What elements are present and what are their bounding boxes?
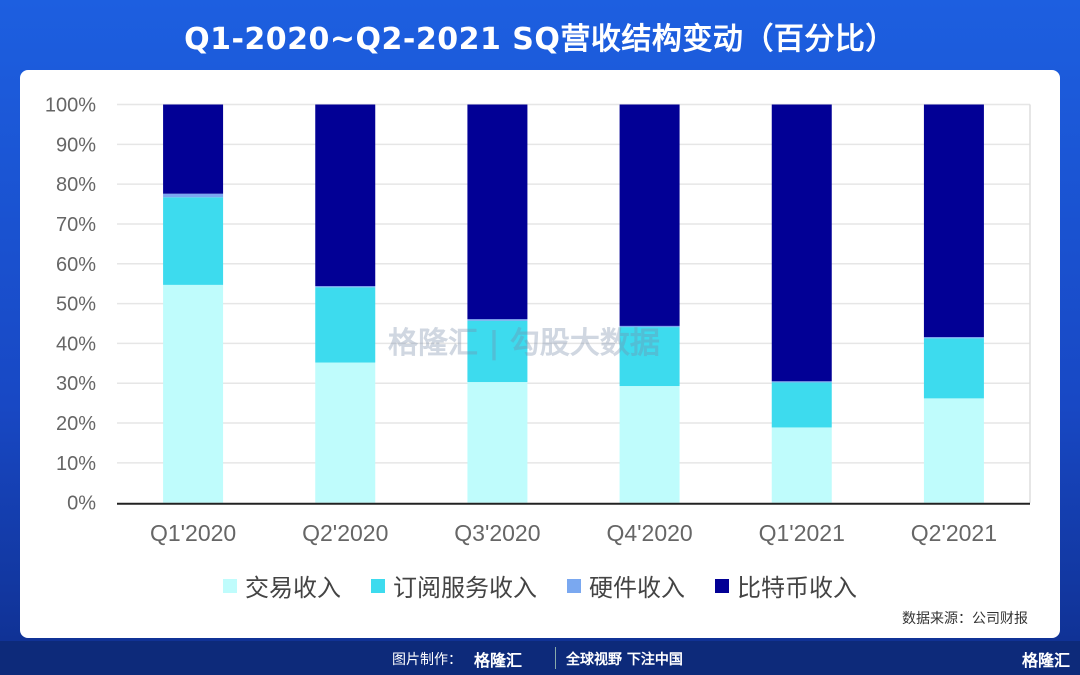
footer-logo-right: 格隆汇 xyxy=(1021,651,1070,670)
bar-segment xyxy=(467,320,528,383)
x-tick-label: Q2'2021 xyxy=(911,520,997,546)
bar-segment xyxy=(315,104,376,287)
bar-segment xyxy=(467,104,528,320)
footer: 图片制作： 格隆汇 全球视野 下注中国 格隆汇 xyxy=(0,641,1080,675)
footer-divider xyxy=(555,647,556,669)
y-tick-label: 50% xyxy=(56,294,96,316)
bar-segment xyxy=(923,398,984,503)
legend-swatch xyxy=(715,578,729,593)
bar-segment xyxy=(315,287,376,363)
bar-segment xyxy=(619,327,680,387)
bar-segment xyxy=(467,319,528,321)
bar-segment xyxy=(619,386,680,503)
y-tick-label: 60% xyxy=(56,254,96,276)
bar-segment xyxy=(771,427,832,503)
x-tick-label: Q3'2020 xyxy=(454,520,540,546)
bar-segment xyxy=(163,197,224,285)
legend-label: 比特币收入 xyxy=(737,574,857,602)
bar-segment xyxy=(923,338,984,399)
legend-item: 比特币收入 xyxy=(715,568,857,603)
y-tick-label: 30% xyxy=(56,373,96,395)
y-tick-label: 10% xyxy=(56,453,96,475)
legend-swatch xyxy=(567,578,581,593)
bar-segment xyxy=(619,104,680,326)
bar-segment xyxy=(923,337,984,339)
bar-segment xyxy=(771,381,832,383)
y-tick-label: 100% xyxy=(45,95,96,117)
bar-segment xyxy=(923,104,984,338)
bar-segment xyxy=(163,193,224,198)
footer-slogan: 全球视野 下注中国 xyxy=(566,652,683,668)
chart-title: Q1-2020~Q2-2021 SQ营收结构变动（百分比） xyxy=(184,22,896,57)
y-tick-label: 90% xyxy=(56,134,96,156)
footer-maker: 图片制作： xyxy=(392,652,462,668)
y-tick-label: 20% xyxy=(56,413,96,435)
y-tick-label: 70% xyxy=(56,214,96,236)
x-tick-label: Q2'2020 xyxy=(302,520,388,546)
x-tick-label: Q1'2020 xyxy=(150,520,236,546)
source-note: 数据来源：公司财报 xyxy=(902,611,1028,627)
legend-swatch xyxy=(223,578,237,593)
legend-label: 硬件收入 xyxy=(589,574,685,602)
y-tick-label: 0% xyxy=(67,493,96,515)
footer-logo: 格隆汇 xyxy=(474,651,523,670)
legend-label: 交易收入 xyxy=(245,574,341,602)
y-tick-label: 80% xyxy=(56,174,96,196)
legend-item: 订阅服务收入 xyxy=(371,568,537,603)
bar-segment xyxy=(619,325,680,328)
x-tick-label: Q4'2020 xyxy=(606,520,692,546)
bar-segment xyxy=(771,382,832,428)
bar-segment xyxy=(771,104,832,382)
y-tick-label: 40% xyxy=(56,333,96,355)
bar-segment xyxy=(315,362,376,503)
bar-segment xyxy=(163,284,224,503)
legend-item: 硬件收入 xyxy=(567,568,685,603)
bar-segment xyxy=(467,382,528,503)
legend-label: 订阅服务收入 xyxy=(393,574,537,602)
legend-swatch xyxy=(371,578,385,593)
bar-segment xyxy=(163,104,224,194)
legend: 交易收入 订阅服务收入 硬件收入 比特币收入 xyxy=(0,568,1080,603)
legend-item: 交易收入 xyxy=(223,568,341,603)
x-tick-label: Q1'2021 xyxy=(759,520,845,546)
bar-segment xyxy=(315,286,376,288)
